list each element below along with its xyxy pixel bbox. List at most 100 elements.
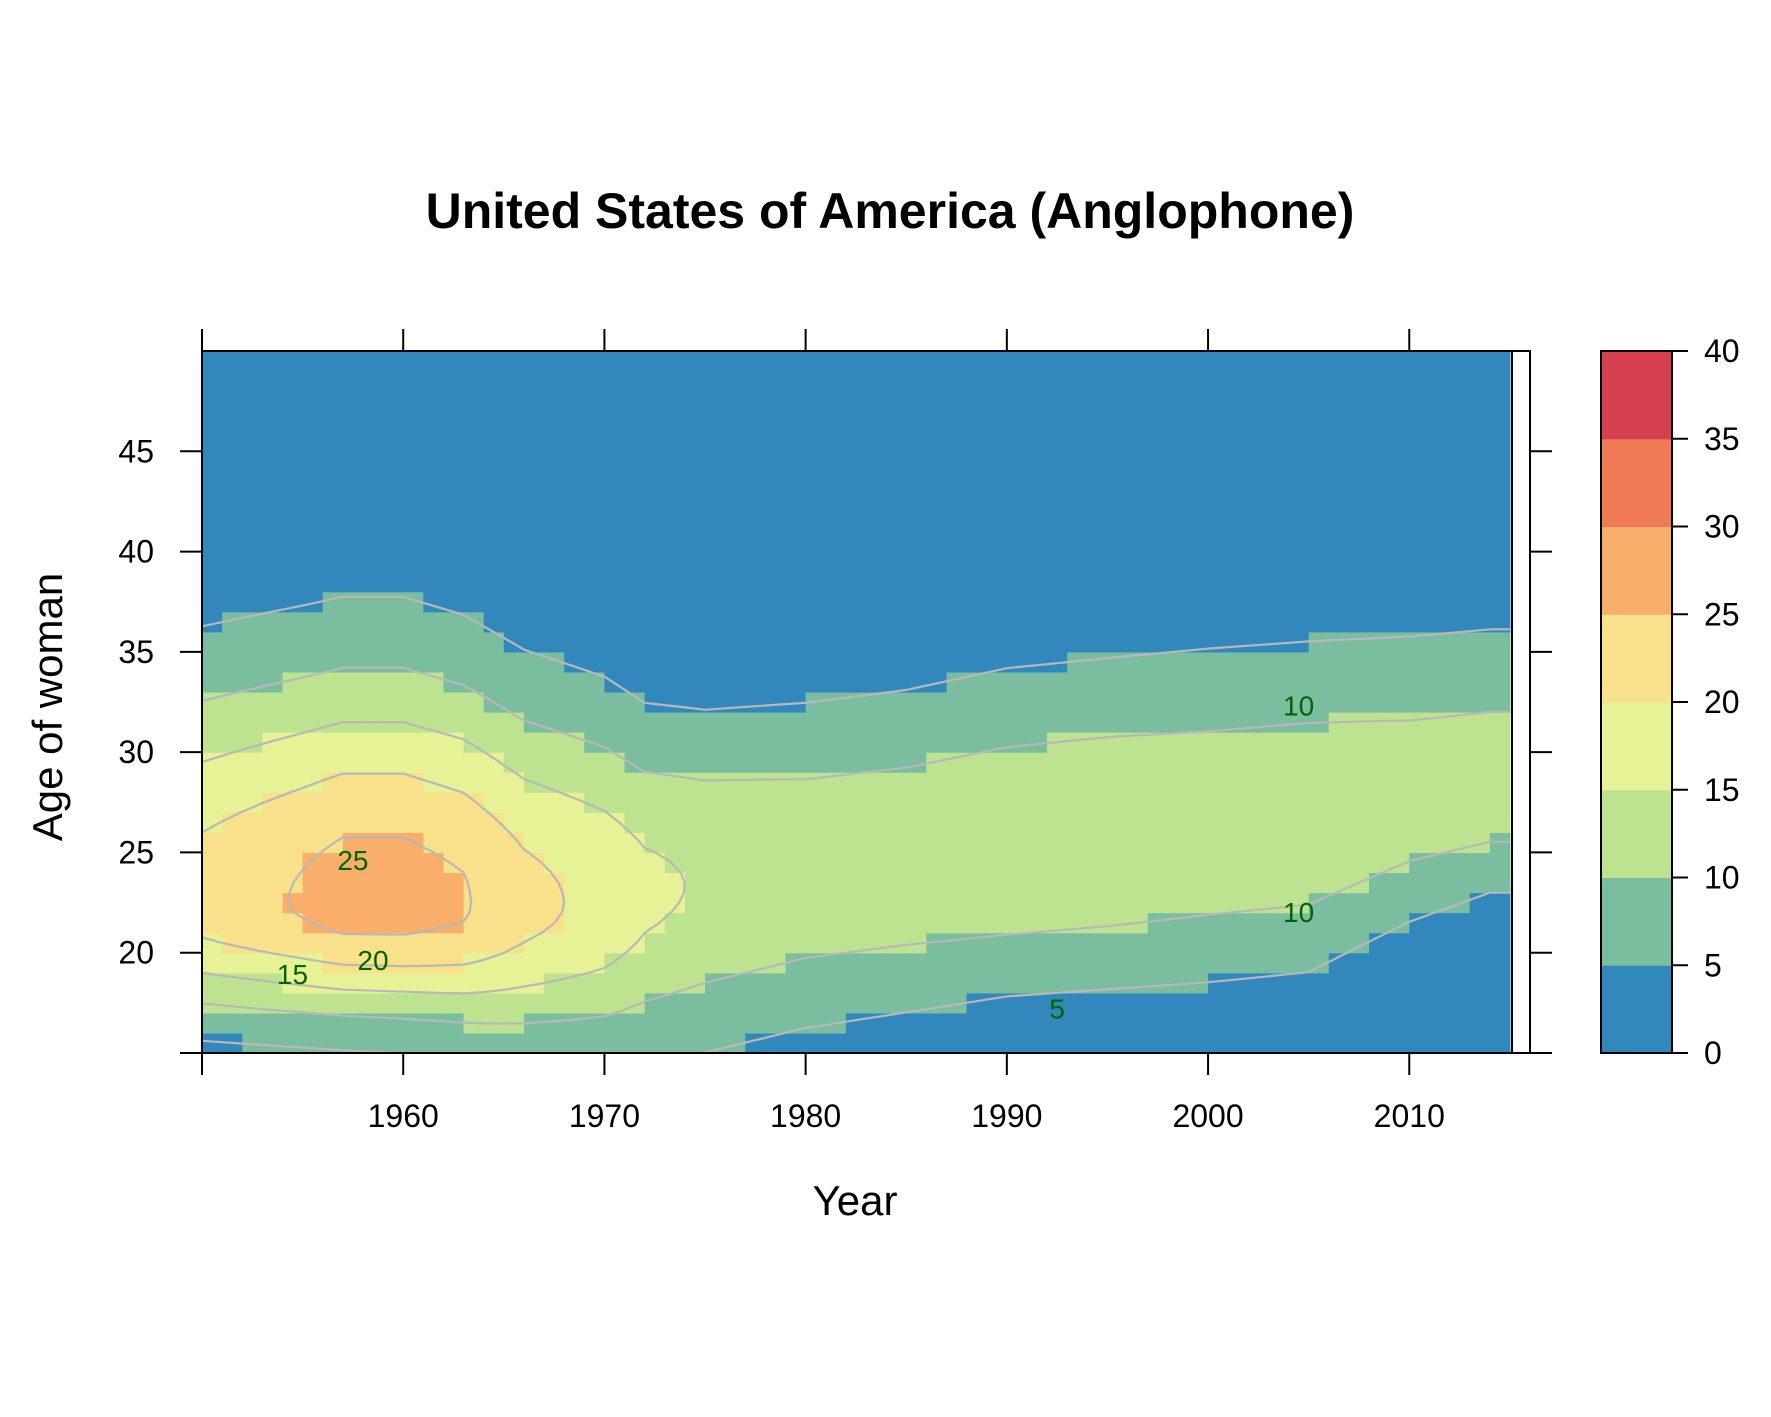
heat-cell — [1187, 591, 1209, 613]
heat-cell — [886, 792, 907, 813]
heat-cell — [322, 471, 344, 492]
heat-cell — [805, 812, 827, 833]
heat-cell — [1087, 411, 1109, 432]
heat-cell — [1248, 511, 1270, 533]
heat-cell — [1429, 832, 1451, 854]
heat-cell — [503, 351, 525, 372]
heat-cell — [1268, 972, 1290, 994]
heat-cell — [1187, 531, 1209, 553]
heat-cell — [1167, 812, 1189, 833]
heat-cell — [825, 872, 847, 894]
heat-cell — [342, 952, 364, 974]
heat-cell — [946, 932, 968, 954]
heat-cell — [604, 511, 626, 533]
heat-cell — [644, 691, 666, 713]
heat-cell — [1429, 551, 1451, 573]
heat-cell — [886, 531, 907, 553]
heat-cell — [664, 752, 686, 773]
heat-cell — [785, 471, 807, 492]
heat-cell — [1067, 752, 1088, 773]
heat-cell — [725, 471, 746, 492]
heat-cell — [725, 611, 746, 633]
heat-cell — [503, 471, 525, 492]
heat-cell — [242, 451, 263, 472]
heat-cell — [1047, 431, 1068, 452]
heat-cell — [1006, 792, 1028, 813]
heat-cell — [1429, 531, 1451, 553]
heat-cell — [745, 491, 766, 513]
heat-cell — [866, 892, 887, 914]
heat-cell — [1288, 651, 1310, 673]
heat-cell — [1228, 852, 1249, 874]
heat-cell — [1328, 812, 1350, 833]
heat-cell — [1328, 872, 1350, 894]
heat-cell — [946, 611, 968, 633]
heat-cell — [926, 932, 948, 954]
heat-cell — [202, 551, 223, 573]
heat-cell — [664, 872, 686, 894]
heat-cell — [1348, 671, 1370, 693]
heat-cell — [342, 631, 364, 653]
heat-cell — [946, 812, 968, 833]
heat-cell — [503, 591, 525, 613]
heat-cell — [966, 351, 988, 372]
heat-cell — [946, 691, 968, 713]
heat-cell — [1469, 391, 1491, 412]
heat-cell — [1067, 932, 1088, 954]
heat-cell — [805, 912, 827, 934]
heat-cell — [1489, 451, 1511, 472]
heat-cell — [342, 391, 364, 412]
heat-cell — [564, 351, 585, 372]
heat-cell — [403, 371, 424, 392]
heat-cell — [1127, 1012, 1149, 1034]
heat-cell — [926, 732, 948, 753]
heat-cell — [202, 351, 223, 372]
heat-cell — [805, 872, 827, 894]
heat-cell — [202, 691, 223, 713]
heat-cell — [1208, 892, 1229, 914]
heat-cell — [322, 571, 344, 593]
heat-cell — [1248, 812, 1270, 833]
heat-cell — [1047, 912, 1068, 934]
heat-cell — [926, 471, 948, 492]
heat-cell — [1268, 411, 1290, 432]
heat-cell — [1067, 1032, 1088, 1054]
heat-cell — [1469, 792, 1491, 813]
heat-cell — [584, 892, 606, 914]
heat-cell — [242, 531, 263, 553]
heat-cell — [302, 1012, 324, 1034]
heat-cell — [302, 651, 324, 673]
heat-cell — [242, 712, 263, 733]
heat-cell — [946, 451, 968, 472]
heat-cell — [825, 631, 847, 653]
heat-cell — [825, 812, 847, 833]
heat-cell — [946, 872, 968, 894]
heat-cell — [1187, 872, 1209, 894]
heat-cell — [1087, 832, 1109, 854]
heat-cell — [342, 732, 364, 753]
heat-cell — [1026, 772, 1048, 793]
heat-cell — [1429, 431, 1451, 452]
heat-cell — [463, 691, 485, 713]
heat-cell — [383, 992, 404, 1014]
heat-cell — [242, 471, 263, 492]
heat-cell — [342, 1032, 364, 1054]
heat-cell — [523, 912, 545, 934]
heat-cell — [1147, 952, 1169, 974]
heat-cell — [1469, 371, 1491, 392]
heat-cell — [966, 451, 988, 472]
heat-cell — [1047, 792, 1068, 813]
heat-cell — [322, 391, 344, 412]
heat-cell — [1328, 832, 1350, 854]
heat-cell — [1208, 411, 1229, 432]
heat-cell — [403, 551, 424, 573]
heat-cell — [966, 872, 988, 894]
heat-cell — [423, 712, 445, 733]
heat-cell — [202, 671, 223, 693]
heat-cell — [282, 812, 304, 833]
heat-cell — [684, 892, 706, 914]
heat-cell — [1348, 551, 1370, 573]
heat-cell — [564, 932, 585, 954]
heat-cell — [866, 471, 887, 492]
